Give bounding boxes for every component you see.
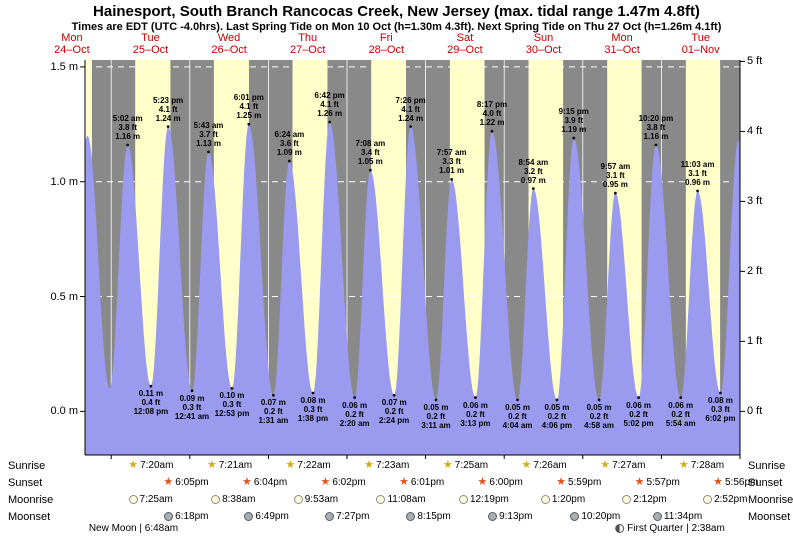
tide-extreme-dot [450, 178, 454, 181]
tide-extreme-dot [230, 387, 234, 390]
tide-extreme-dot [207, 150, 210, 154]
tide-extreme-dot [311, 391, 315, 395]
tide-extreme-dot [368, 168, 372, 172]
tide-extreme-dot [555, 398, 559, 402]
tide-extreme-dot [531, 187, 535, 191]
tide-extreme-dot [572, 136, 576, 140]
tide-extreme-dot [247, 122, 251, 126]
tide-extreme-dot [149, 384, 153, 388]
page-subtitle: Times are EDT (UTC -4.0hrs). Last Spring… [71, 21, 722, 33]
tide-extreme-dot [287, 159, 291, 163]
tide-extreme-dot [679, 396, 683, 399]
tide-extreme-dot [490, 129, 494, 133]
tide-extreme-dot [126, 143, 130, 147]
tide-extreme-dot [696, 189, 699, 193]
page-title: Hainesport, South Branch Rancocas Creek,… [93, 3, 700, 20]
tide-extreme-dot [434, 398, 438, 402]
tide-extreme-dot [166, 125, 170, 128]
tide-extreme-dot [328, 120, 332, 124]
tide-extreme-dot [654, 143, 658, 147]
tide-extreme-dot [597, 398, 601, 402]
tide-extreme-dot [392, 393, 396, 397]
tide-extreme-dot [613, 191, 617, 195]
tide-extreme-dot [353, 396, 357, 399]
tide-extreme-dot [637, 396, 640, 399]
tide-extreme-dot [409, 125, 413, 128]
tide-area [85, 122, 740, 455]
tide-extreme-dot [719, 391, 722, 395]
tide-extreme-dot [474, 396, 477, 399]
tide-extreme-dot [271, 393, 275, 397]
tide-extreme-dot [190, 389, 194, 393]
tide-extreme-dot [516, 398, 519, 402]
